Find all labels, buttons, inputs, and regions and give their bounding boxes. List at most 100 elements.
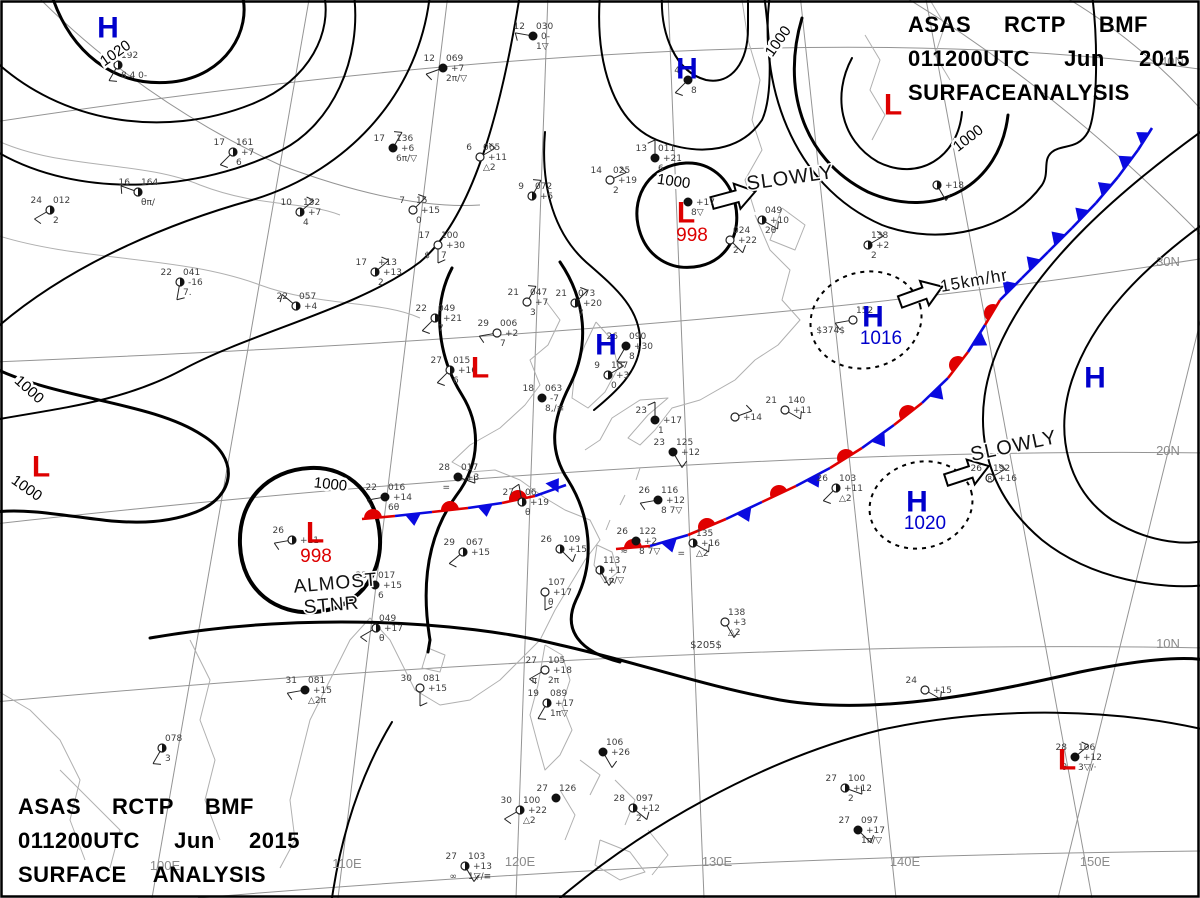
wind-barb-icon — [515, 32, 530, 36]
station-value: 017 — [378, 571, 395, 581]
station-plot: 14 025+192 — [591, 166, 638, 196]
station-value: -7 — [550, 394, 559, 404]
station-value: +17 — [555, 699, 574, 709]
station-circle-icon — [465, 862, 469, 870]
station-value: 26 — [971, 464, 983, 474]
station-value: +17 — [663, 416, 682, 426]
station-value: +22 — [528, 806, 547, 816]
low-center-symbol: L — [306, 517, 324, 550]
station-value: 152 — [856, 306, 873, 316]
wind-barb-icon — [742, 245, 746, 253]
station-plot: 33 017+156 — [356, 571, 402, 601]
station-plot: 024+222 — [725, 226, 757, 256]
station-circle-icon — [300, 685, 310, 695]
wind-barb-icon — [394, 132, 403, 145]
station-value: 0 — [416, 216, 422, 226]
station-value: 19 — [528, 689, 540, 699]
wind-barb-icon — [928, 691, 941, 700]
station-value: 7 — [399, 196, 405, 206]
wind-barb-icon — [537, 718, 547, 720]
station-value: +12 — [641, 804, 660, 814]
isobar-line — [0, 0, 357, 186]
wind-barb-icon — [152, 763, 162, 765]
station-value: 15 — [416, 196, 427, 206]
station-value: +16 — [458, 366, 477, 376]
station-plot: 26 103+11△2 — [817, 474, 863, 504]
station-value: +15 — [313, 686, 332, 696]
station-plot: 106+26 — [598, 738, 630, 768]
warm-front-marker — [949, 356, 964, 373]
station-plot: 27 06+19θ — [503, 483, 549, 518]
station-value: 14 — [591, 166, 603, 176]
station-value: 27 — [431, 356, 442, 366]
isobar-line — [766, 0, 1098, 236]
wind-barb-icon — [466, 869, 475, 882]
wind-barb-icon — [287, 690, 302, 694]
station-value: 1π/▽ — [603, 576, 624, 586]
wind-barb-icon — [738, 410, 753, 417]
station-value: 7 — [500, 339, 506, 349]
station-id-letter: R — [988, 476, 992, 483]
station-circle-icon — [540, 665, 550, 675]
station-value: -16 — [188, 278, 203, 288]
station-circle-icon — [408, 205, 418, 215]
station-value: 1▽/≡ — [468, 872, 491, 882]
station-circle-icon — [292, 536, 296, 544]
station-plot: 29 006+27 — [478, 319, 519, 349]
station-plot: R 26 192+16 — [971, 463, 1017, 484]
station-value: θ — [525, 508, 531, 518]
station-value: +12 — [1083, 753, 1102, 763]
station-plot: 21 140+11 — [766, 396, 812, 420]
station-value: 2 — [848, 794, 854, 804]
station-circle-icon — [450, 366, 454, 374]
station-value: 30 — [401, 674, 413, 684]
coastline — [559, 789, 576, 841]
title-word: 2015 — [1139, 46, 1190, 71]
isobar-line — [1063, 225, 1200, 544]
title-word: RCTP — [112, 794, 174, 819]
station-value: 113 — [603, 556, 620, 566]
station-value: 097 — [861, 816, 878, 826]
station-value: 17 — [356, 258, 367, 268]
wind-barb-icon — [436, 372, 448, 384]
station-value: 065 — [483, 143, 500, 153]
station-plot: 12 069+72π/▽ — [424, 54, 468, 84]
latitude-line — [0, 451, 1200, 524]
station-value: 21 — [766, 396, 777, 406]
wind-barb-icon — [512, 483, 520, 490]
station-value: 126 — [559, 784, 576, 794]
cold-front-marker — [1118, 155, 1133, 170]
wind-barb-icon — [425, 68, 440, 75]
station-value: 18 — [523, 384, 535, 394]
coastline — [929, 0, 951, 81]
front-segment — [966, 324, 987, 353]
wind-barb-icon — [393, 131, 403, 133]
station-value: 100 — [848, 774, 865, 784]
wind-barb-icon — [619, 166, 627, 173]
station-value: 9 — [518, 182, 524, 192]
station-circle-icon — [492, 328, 502, 338]
wind-barb-icon — [421, 320, 433, 332]
dashed-area-outline — [809, 270, 923, 370]
latitude-label: 20N — [1156, 443, 1180, 458]
wind-barb-icon — [745, 404, 753, 412]
station-value: 067 — [466, 538, 483, 548]
isobar-line — [660, 0, 749, 82]
station-value: 31 — [286, 676, 297, 686]
station-value: +2 — [644, 537, 657, 547]
station-value: 12 — [514, 22, 525, 32]
wind-barb-icon — [473, 475, 476, 484]
station-value: 2 — [871, 251, 877, 261]
wind-barb-icon — [945, 193, 952, 201]
movement-arrow-icon — [942, 458, 991, 487]
station-plot: 30 081+15 — [401, 674, 447, 707]
coastline — [421, 647, 446, 673]
station-value: 8 — [691, 86, 697, 96]
low-center-symbol: L — [471, 352, 489, 385]
isobar-line — [543, 131, 642, 411]
station-value: 030 — [536, 22, 553, 32]
station-value: 16 — [119, 178, 131, 188]
station-circle-icon — [868, 241, 872, 249]
